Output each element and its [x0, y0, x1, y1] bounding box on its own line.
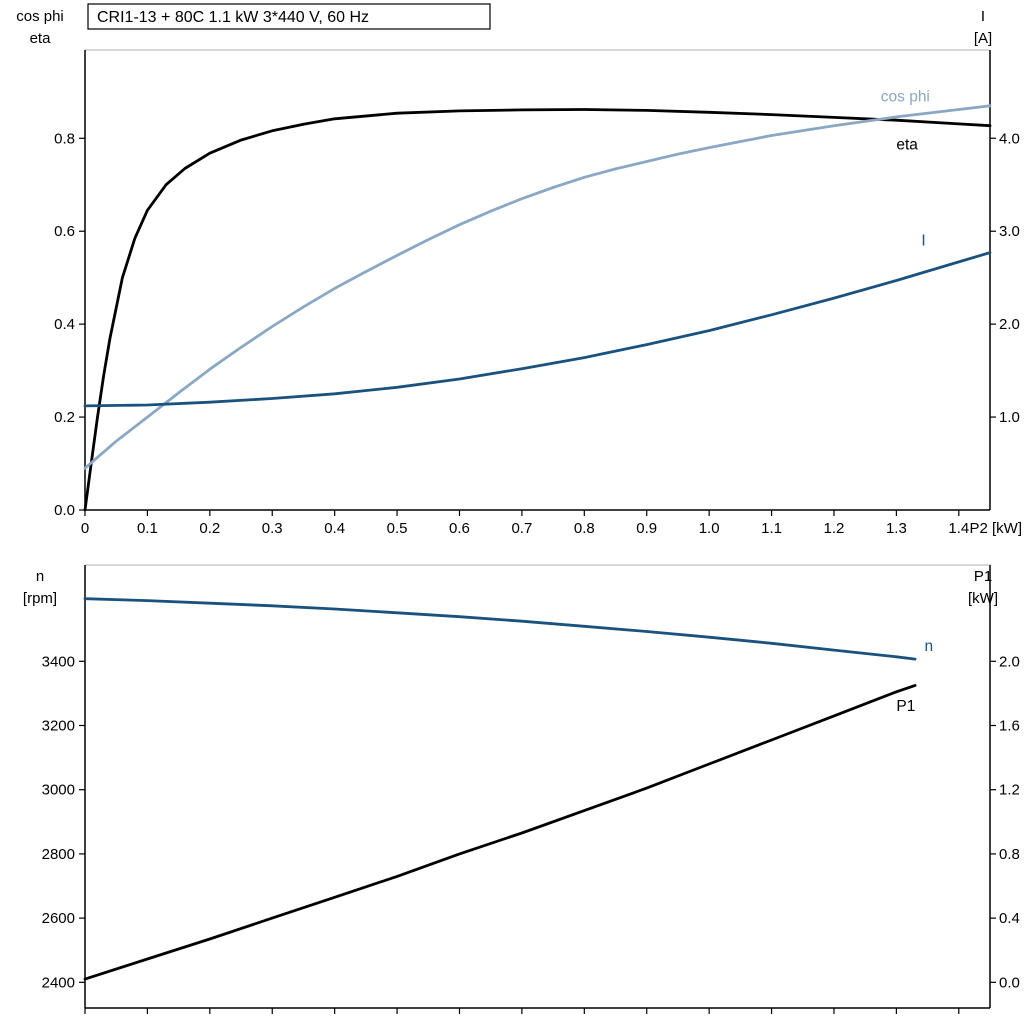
y-left-tick-label: 0.2	[54, 409, 75, 426]
y-left-tick-label: 2400	[42, 974, 75, 991]
x-tick-label: 0	[81, 520, 89, 537]
y-right-tick-label: 0.8	[999, 846, 1020, 863]
y-right-axis-title: I	[981, 8, 985, 25]
y-right-axis-title: [A]	[974, 30, 992, 47]
x-tick-label: 0.9	[636, 520, 657, 537]
x-tick-label: 0.1	[137, 520, 158, 537]
y-right-tick-label: 3.0	[999, 223, 1020, 240]
x-tick-label: 0.7	[511, 520, 532, 537]
y-left-tick-label: 2600	[42, 910, 75, 927]
i-curve-label: I	[921, 233, 925, 250]
y-left-tick-label: 0.8	[54, 130, 75, 147]
cos-phi-curve	[83, 104, 992, 470]
p1-curve	[83, 684, 917, 981]
y-left-tick-label: 3000	[42, 782, 75, 799]
cos-phi-curve-label: cos phi	[881, 88, 930, 105]
y-left-axis-title: cos phi	[16, 8, 64, 25]
chart-title-box	[87, 3, 491, 30]
y-left-tick-label: 3400	[42, 653, 75, 670]
x-tick-label: 1.2	[824, 520, 845, 537]
y-right-tick-label: 4.0	[999, 130, 1020, 147]
y-left-tick-label: 0.6	[54, 223, 75, 240]
y-right-tick-label: 0.0	[999, 974, 1020, 991]
y-right-tick-label: 1.2	[999, 782, 1020, 799]
y-right-axis-title: [kW]	[968, 590, 998, 607]
x-tick-label: 0.8	[574, 520, 595, 537]
eta-curve-label: eta	[896, 136, 918, 153]
x-tick-label: 0.6	[449, 520, 470, 537]
y-left-tick-label: 2800	[42, 846, 75, 863]
y-left-tick-label: 0.0	[54, 502, 75, 519]
n-curve	[83, 597, 917, 661]
y-right-axis-title: P1	[974, 568, 992, 585]
y-right-tick-label: 2.0	[999, 653, 1020, 670]
y-right-tick-label: 2.0	[999, 316, 1020, 333]
upper-chart: 0 0.1 0.2 0.3 0.4 0.5 0.6 0.7 0.8 0.9 1.0 1.1 1.2 1.3…	[16, 3, 1022, 537]
eta-curve	[83, 108, 992, 512]
y-left-axis-title: [rpm]	[23, 590, 57, 607]
i-curve	[83, 251, 992, 408]
y-left-tick-label: 3200	[42, 718, 75, 735]
y-right-tick-label: 1.0	[999, 409, 1020, 426]
y-left-axis-title: eta	[30, 30, 52, 47]
lower-chart: 2400 2600 2800 3000 3200 3400 0.0 0.4 0.8 1.2 1.6 2…	[23, 564, 1020, 1014]
x-tick-label: 0.2	[199, 520, 220, 537]
x-tick-label: 1.1	[761, 520, 782, 537]
y-right-tick-label: 0.4	[999, 910, 1020, 927]
x-tick-label: 0.5	[387, 520, 408, 537]
x-axis-unit-label: P2 [kW]	[969, 520, 1022, 537]
x-tick-label: 1.3	[886, 520, 907, 537]
y-left-axis-title: n	[36, 568, 44, 585]
y-left-tick-label: 0.4	[54, 316, 75, 333]
x-tick-label: 1.0	[699, 520, 720, 537]
n-curve-label: n	[924, 638, 933, 655]
p1-curve-label: P1	[896, 698, 915, 715]
y-right-tick-label: 1.6	[999, 718, 1020, 735]
x-tick-label: 0.4	[324, 520, 345, 537]
chart-title: CRI1-13 + 80C 1.1 kW 3*440 V, 60 Hz	[97, 9, 369, 26]
x-tick-label: 0.3	[262, 520, 283, 537]
x-tick-label: 1.4	[948, 520, 969, 537]
